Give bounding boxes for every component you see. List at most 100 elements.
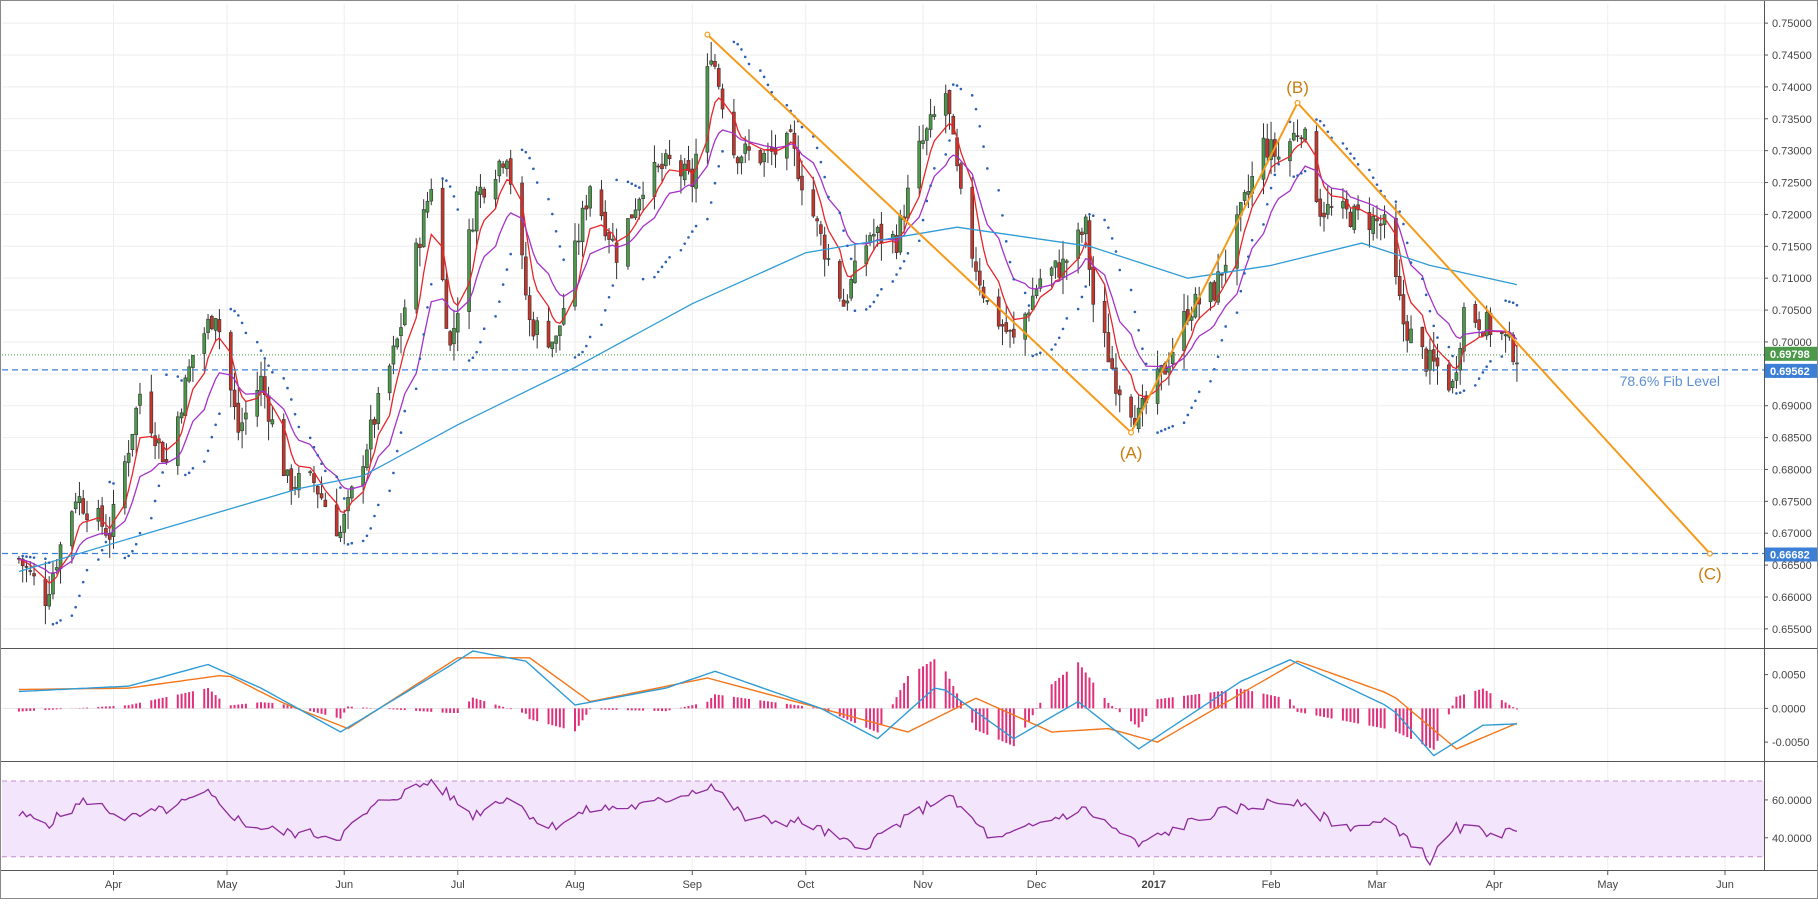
candle-body [1318, 198, 1323, 217]
candle [1473, 300, 1478, 328]
candle-body [1322, 212, 1326, 218]
candle [637, 197, 642, 220]
candle-body [81, 498, 86, 514]
candle-body [1375, 218, 1379, 222]
candle [240, 407, 244, 449]
candle-body [28, 570, 33, 572]
candle [365, 443, 369, 471]
psar-dot [324, 469, 327, 473]
candle-body [546, 320, 551, 348]
candle [81, 489, 86, 515]
psar-dot [1023, 291, 1027, 295]
psar-dot [948, 139, 951, 142]
psar-dot [921, 218, 925, 222]
candle [1428, 338, 1432, 385]
candle-body [1447, 364, 1451, 391]
psar-dot [369, 527, 373, 530]
candle [762, 149, 766, 177]
candle-body [179, 412, 184, 419]
candle-body [977, 270, 982, 286]
candle [1295, 119, 1300, 142]
candle [713, 54, 717, 70]
candle-body [1515, 362, 1519, 365]
candle [191, 354, 195, 382]
candle [164, 443, 169, 465]
candle [107, 516, 112, 558]
candle [270, 406, 275, 428]
candle-body [1500, 332, 1504, 335]
candle-body [959, 163, 963, 189]
psar-dot [815, 146, 819, 150]
psar-dot [1050, 348, 1053, 351]
psar-dot [1194, 399, 1197, 403]
price-badge [1765, 547, 1817, 562]
macd-pane [2, 650, 1764, 757]
candle-body [1083, 216, 1088, 235]
psar-dot [365, 534, 369, 538]
abc-pattern: (A) (B) (C) [704, 31, 1722, 584]
candle [130, 433, 135, 457]
candle-body [1034, 289, 1039, 297]
candle-body [558, 325, 562, 336]
psar-dot [800, 125, 804, 129]
candle-body [1378, 223, 1383, 226]
candle-body [1394, 218, 1398, 278]
psar-dot [849, 257, 853, 261]
candle-body [1242, 192, 1247, 201]
pattern-label: (A) [1120, 443, 1143, 462]
rsi-tick-label-1: 40.0000 [1772, 833, 1812, 845]
candle [1454, 355, 1459, 389]
candle-body [425, 200, 430, 213]
psar-dot [1103, 218, 1106, 222]
candle-body [686, 160, 691, 171]
psar-dot [1088, 212, 1091, 216]
candle [800, 160, 804, 206]
candle-body [743, 143, 748, 154]
psar-dot [1065, 317, 1069, 320]
psar-dot [1084, 285, 1087, 288]
psar-dot [399, 431, 403, 434]
psar-dot [342, 497, 346, 500]
psar-dot [770, 90, 774, 94]
candle [387, 363, 392, 401]
candle-body [100, 505, 104, 527]
psar-dot [59, 619, 62, 622]
candle-body [493, 178, 498, 200]
psar-dot [679, 248, 683, 252]
pattern-label: (B) [1286, 78, 1309, 97]
candle [179, 408, 184, 424]
psar-dot [501, 283, 505, 286]
candle-body [418, 243, 422, 248]
candle [1394, 203, 1398, 285]
candle-body [535, 320, 539, 335]
candle-body [1428, 349, 1432, 371]
candle [440, 178, 445, 282]
candle [395, 337, 400, 350]
psar-dot [1489, 360, 1492, 363]
psar-dot [1511, 301, 1515, 305]
candle-body [580, 207, 585, 242]
psar-dot [1296, 174, 1299, 177]
pattern-point [1294, 99, 1301, 106]
candle-body [527, 295, 532, 321]
candle-body [1212, 281, 1217, 301]
candle [974, 247, 978, 281]
candle-body [788, 129, 793, 132]
candle-body [1170, 352, 1175, 365]
candle-body [202, 333, 207, 354]
candle [1012, 311, 1016, 344]
psar-dot [1322, 124, 1326, 127]
candle-body [974, 261, 978, 272]
candle-body [1057, 262, 1062, 278]
psar-dot [1485, 365, 1488, 368]
candle-body [467, 229, 471, 312]
candle [1008, 329, 1012, 348]
candle [1450, 379, 1455, 394]
candle-body [293, 487, 297, 489]
candle [1329, 187, 1334, 216]
psar-dot [1379, 189, 1383, 193]
psar-dot [1144, 362, 1148, 366]
candle-body [1435, 357, 1440, 367]
psar-dot [403, 409, 407, 413]
